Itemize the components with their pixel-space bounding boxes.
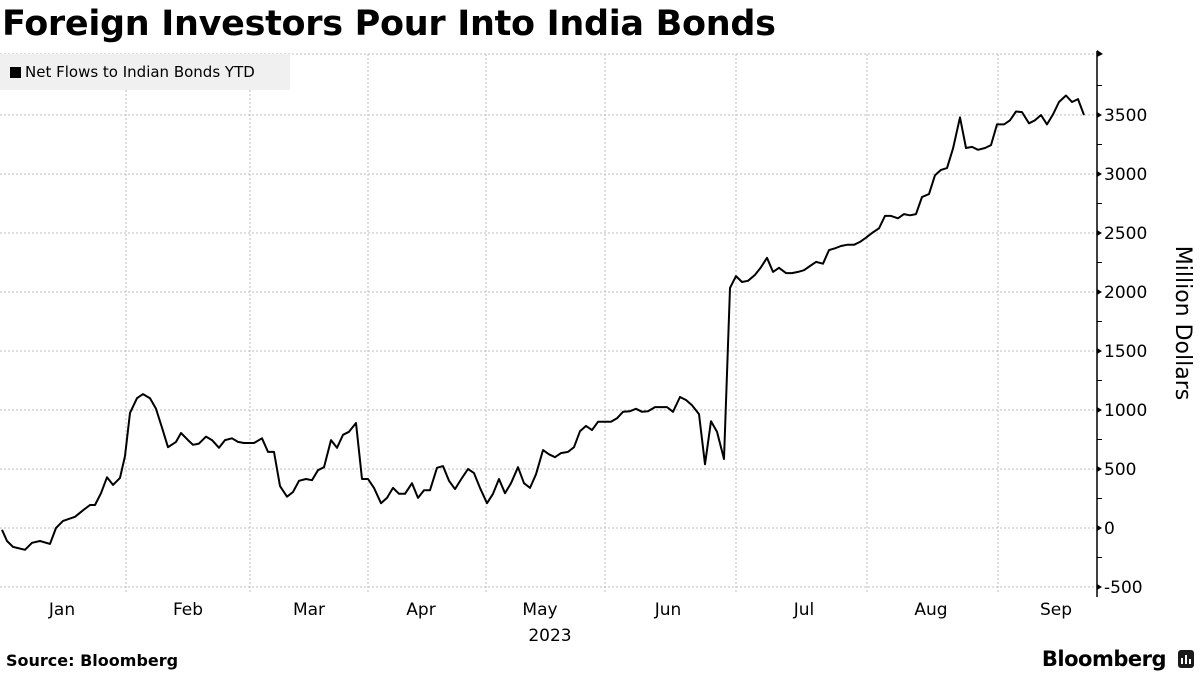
x-tick-label: Apr bbox=[406, 600, 435, 620]
x-axis: Jan Feb Mar Apr May Jun Jul Aug Sep 2023 bbox=[48, 600, 1072, 646]
y-tick-label: 2500 bbox=[1104, 224, 1147, 244]
series-line-net-flows bbox=[1, 94, 1085, 551]
chart-title: Foreign Investors Pour Into India Bonds bbox=[2, 4, 776, 44]
y-tick-label: 1000 bbox=[1104, 401, 1147, 421]
y-tick-label: 3000 bbox=[1104, 165, 1147, 185]
source-note: Source: Bloomberg bbox=[6, 651, 179, 670]
x-tick-label: May bbox=[522, 600, 557, 620]
legend-label: Net Flows to Indian Bonds YTD bbox=[25, 63, 255, 81]
x-tick-label: Jan bbox=[48, 600, 75, 620]
bloomberg-chart-icon bbox=[1178, 650, 1194, 668]
x-tick-label: Feb bbox=[173, 600, 203, 620]
y-tick-label: 2000 bbox=[1104, 283, 1147, 303]
y-axis-title: Million Dollars bbox=[1170, 246, 1195, 400]
x-tick-label: Jul bbox=[793, 600, 815, 620]
x-year-label: 2023 bbox=[528, 626, 571, 646]
y-tick-label: 500 bbox=[1104, 460, 1136, 480]
y-tick-label: 1500 bbox=[1104, 342, 1147, 362]
gridlines bbox=[0, 53, 1097, 592]
x-tick-label: Jun bbox=[654, 600, 682, 620]
x-tick-label: Sep bbox=[1040, 600, 1072, 620]
y-tick-label: 0 bbox=[1104, 519, 1115, 539]
brand-logo-text: Bloomberg bbox=[1041, 647, 1167, 671]
y-tick-label: -500 bbox=[1104, 578, 1143, 598]
y-axis: -500 0 500 1000 1500 2000 2500 3000 3500 bbox=[1096, 50, 1147, 598]
legend-swatch-icon bbox=[10, 66, 21, 78]
y-tick-label: 3500 bbox=[1104, 106, 1147, 126]
legend: Net Flows to Indian Bonds YTD bbox=[0, 54, 290, 90]
x-tick-label: Aug bbox=[914, 600, 947, 620]
x-tick-label: Mar bbox=[293, 600, 325, 620]
